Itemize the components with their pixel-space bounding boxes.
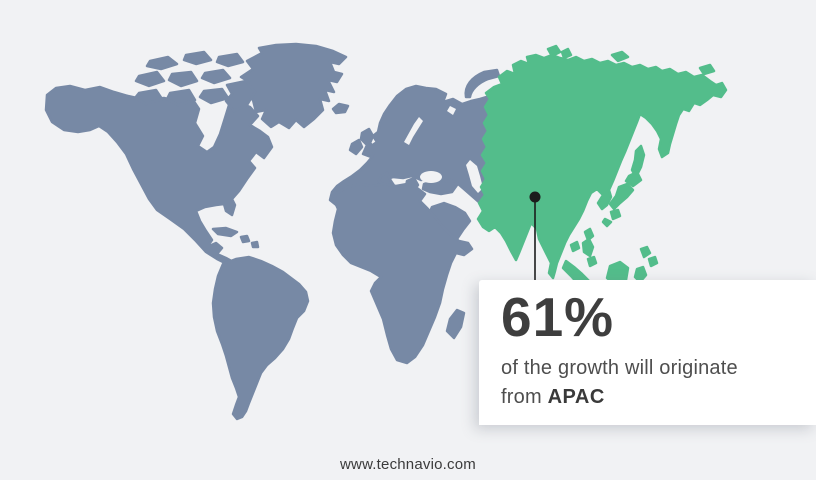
- black-sea: [420, 171, 442, 183]
- stat-description-line1: of the growth will originate: [501, 357, 738, 379]
- continent-north-america: [44, 84, 274, 276]
- caribbean-islands: [211, 226, 260, 249]
- inland-seas: [404, 106, 483, 193]
- islands-arctic-russia: [546, 44, 716, 76]
- island-iceland: [331, 102, 350, 115]
- caspian-sea: [466, 160, 483, 193]
- island-sulawesi: [633, 265, 648, 284]
- region-asia-mainland: [476, 53, 728, 280]
- stat-description-prefix: from: [501, 386, 542, 408]
- footer-url: www.technavio.com: [340, 456, 476, 473]
- stat-region-label: APAC: [547, 386, 605, 408]
- island-madagascar: [445, 308, 466, 340]
- continent-south-america: [211, 255, 310, 421]
- island-honshu: [608, 182, 635, 211]
- islands-kyushu-shikoku: [601, 208, 622, 228]
- arctic-islands: [133, 50, 257, 113]
- island-hokkaido: [624, 170, 643, 188]
- callout-card: 61% of the growth will originate from AP…: [479, 280, 816, 425]
- islands-philippines: [581, 237, 659, 268]
- baltic-sea: [404, 117, 423, 145]
- island-great-britain: [359, 127, 378, 159]
- marker-dot: [529, 191, 541, 203]
- island-ireland: [348, 138, 364, 156]
- stat-description: of the growth will originate from APAC: [501, 354, 796, 412]
- white-sea: [447, 106, 456, 115]
- island-taiwan: [583, 227, 595, 242]
- apac-highlight-regions: [476, 44, 728, 308]
- continent-africa: [331, 182, 474, 365]
- island-greenland: [239, 42, 348, 130]
- island-hainan: [569, 240, 581, 253]
- base-regions: [44, 42, 507, 421]
- island-sakhalin: [630, 144, 646, 179]
- map-marker: [529, 191, 541, 283]
- stat-value: 61%: [501, 286, 615, 348]
